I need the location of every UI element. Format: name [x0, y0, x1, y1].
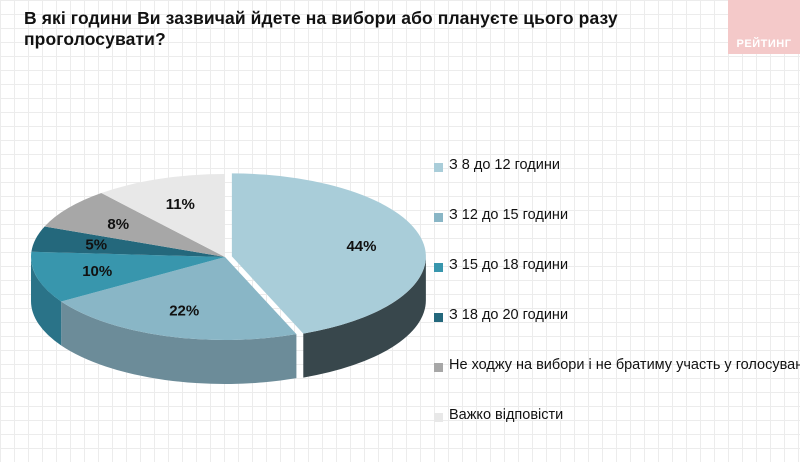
data-label-15-18: 10%: [82, 263, 112, 280]
pie-tops: [30, 173, 426, 340]
pie-sides: [31, 256, 426, 384]
pie-slice-8-12: [231, 173, 426, 334]
legend-swatch: [434, 213, 443, 222]
legend-swatch: [434, 163, 443, 172]
legend-item-8-12: З 8 до 12 години: [434, 157, 800, 207]
data-label-no-vote: 8%: [107, 216, 129, 233]
legend-swatch: [434, 363, 443, 372]
legend-label: З 18 до 20 години: [449, 307, 569, 323]
page-title: В які години Ви зазвичай йдете на вибори…: [24, 8, 618, 49]
legend-swatch: [434, 313, 443, 322]
pie-side-15-18: [31, 257, 62, 346]
legend: З 8 до 12 години З 12 до 15 години З 15 до…: [434, 157, 800, 457]
legend-label: Не ходжу на вибори і не братиму участь у…: [449, 357, 800, 373]
pie-slice-hard-to-say: [101, 174, 225, 257]
data-label-12-15: 22%: [169, 303, 199, 320]
legend-item-no-vote: Не ходжу на вибори і не братиму участь у…: [434, 357, 800, 407]
legend-swatch: [434, 413, 443, 422]
legend-label: З 12 до 15 години: [449, 207, 569, 223]
pie-labels: 44% 22% 10% 5%8% 11%: [82, 196, 376, 320]
legend-item-12-15: З 12 до 15 години: [434, 207, 800, 257]
pie-slice-15-18: [30, 251, 225, 302]
legend-label: З 8 до 12 години: [449, 157, 560, 173]
legend-swatch: [434, 263, 443, 272]
pie-slice-18-20: [31, 226, 226, 257]
data-label-hard-to-say: 11%: [166, 196, 195, 213]
pie-slice-no-vote: [44, 193, 225, 257]
legend-label: Важко відповісти: [449, 407, 564, 423]
pie-slice-12-15: [61, 257, 297, 340]
legend-item-18-20: З 18 до 20 години: [434, 307, 800, 357]
legend-item-15-18: З 15 до 18 години: [434, 257, 800, 307]
brand-logo: РЕЙТИНГ: [728, 0, 800, 54]
pie-side-12-15: [61, 301, 297, 384]
legend-item-hard-to-say: Важко відповісти: [434, 407, 800, 457]
data-label-8-12: 44%: [346, 238, 376, 255]
legend-label: З 15 до 18 години: [449, 257, 569, 273]
data-label-18-20: 5%: [85, 237, 107, 254]
pie-side-8-12: [303, 256, 426, 378]
